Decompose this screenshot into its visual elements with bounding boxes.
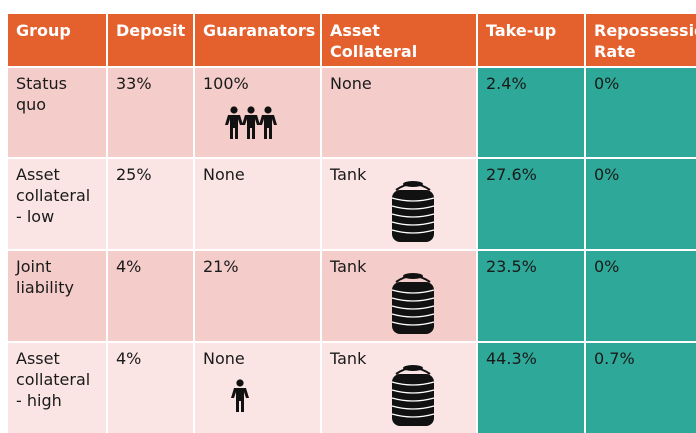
header-cell: Asset Collateral bbox=[322, 14, 476, 66]
table-cell: None bbox=[322, 68, 476, 157]
cell-text: Asset collateral - low bbox=[16, 165, 91, 226]
cell-text: 0.7% bbox=[594, 349, 635, 368]
table-cell: 4% bbox=[108, 251, 193, 341]
table-cell: 33% bbox=[108, 68, 193, 157]
cell-text: 4% bbox=[116, 349, 142, 368]
cell-text: 0% bbox=[594, 257, 620, 276]
person-icon bbox=[231, 379, 249, 412]
cell-text: Tank bbox=[330, 165, 367, 184]
table-cell: 4% bbox=[108, 343, 193, 433]
table-cell: 44.3% bbox=[478, 343, 584, 433]
table-cell: None bbox=[195, 343, 320, 433]
cell-text: Tank bbox=[330, 349, 367, 368]
tank-icon bbox=[391, 180, 435, 243]
cell-text: 0% bbox=[594, 74, 620, 93]
table-cell: Joint liability bbox=[8, 251, 106, 341]
cell-text: None bbox=[203, 349, 245, 368]
table-cell: 100% bbox=[195, 68, 320, 157]
cell-text: 4% bbox=[116, 257, 142, 276]
table-cell: Tank bbox=[322, 159, 476, 249]
table-cell: 2.4% bbox=[478, 68, 584, 157]
cell-text: 0% bbox=[594, 165, 620, 184]
cell-text: None bbox=[203, 165, 245, 184]
table-cell: 0% bbox=[586, 68, 696, 157]
table: Group Deposit Guaranators Asset Collateral T… bbox=[8, 14, 696, 433]
cell-text: Repossession Rate bbox=[594, 21, 696, 61]
cell-text: Take-up bbox=[486, 21, 557, 40]
table-cell: 0% bbox=[586, 159, 696, 249]
tank-icon bbox=[391, 272, 435, 335]
table-cell: 0% bbox=[586, 251, 696, 341]
cell-text: Asset collateral - high bbox=[16, 349, 91, 410]
table-cell: 27.6% bbox=[478, 159, 584, 249]
cell-text: Group bbox=[16, 21, 71, 40]
cell-text: Tank bbox=[330, 257, 367, 276]
tank-icon bbox=[391, 364, 435, 427]
cell-text: 100% bbox=[203, 74, 249, 93]
header-cell: Guaranators bbox=[195, 14, 320, 66]
table-cell: 23.5% bbox=[478, 251, 584, 341]
cell-text: 2.4% bbox=[486, 74, 527, 93]
cell-text: Deposit bbox=[116, 21, 186, 40]
table-cell: 21% bbox=[195, 251, 320, 341]
cell-text: 44.3% bbox=[486, 349, 537, 368]
cell-text: 27.6% bbox=[486, 165, 537, 184]
table-cell: 25% bbox=[108, 159, 193, 249]
cell-text: 25% bbox=[116, 165, 152, 184]
header-cell: Group bbox=[8, 14, 106, 66]
page: Group Deposit Guaranators Asset Collateral T… bbox=[8, 14, 696, 433]
cell-text: 21% bbox=[203, 257, 239, 276]
table-cell: Tank bbox=[322, 343, 476, 433]
table-cell: Tank bbox=[322, 251, 476, 341]
table-cell: 0.7% bbox=[586, 343, 696, 433]
cell-text: Joint liability bbox=[16, 257, 74, 297]
table-cell: Asset collateral - high bbox=[8, 343, 106, 433]
header-cell: Take-up bbox=[478, 14, 584, 66]
cell-text: None bbox=[330, 74, 372, 93]
header-cell: Repossession Rate bbox=[586, 14, 696, 66]
cell-text: Status quo bbox=[16, 74, 67, 114]
table-cell: None bbox=[195, 159, 320, 249]
cell-text: 23.5% bbox=[486, 257, 537, 276]
header-cell: Deposit bbox=[108, 14, 193, 66]
cell-text: Guaranators bbox=[203, 21, 316, 40]
cell-text: 33% bbox=[116, 74, 152, 93]
person-icon bbox=[225, 106, 277, 139]
cell-text: Asset Collateral bbox=[330, 21, 418, 61]
table-cell: Status quo bbox=[8, 68, 106, 157]
table-cell: Asset collateral - low bbox=[8, 159, 106, 249]
